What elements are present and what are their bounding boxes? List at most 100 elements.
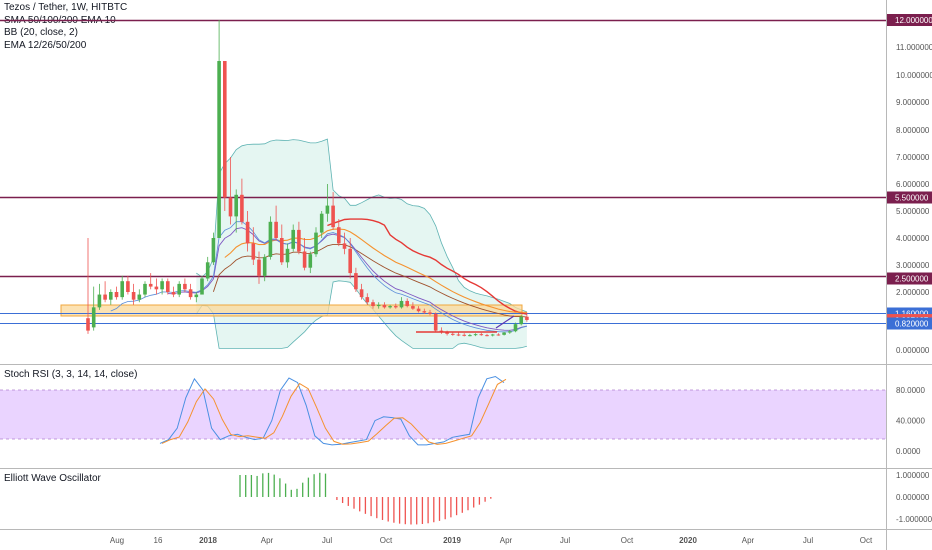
candle-body[interactable]	[200, 278, 204, 295]
candle-body[interactable]	[91, 307, 96, 328]
stoch-rsi-pane[interactable]	[0, 375, 886, 446]
candle-body[interactable]	[325, 205, 330, 214]
candle-body[interactable]	[126, 281, 130, 292]
stoch-rsi-axis[interactable]: 80.0000 40.0000 0.0000	[896, 386, 925, 456]
candle-body[interactable]	[103, 294, 107, 300]
candle-body[interactable]	[456, 334, 461, 336]
candle-body[interactable]	[411, 306, 415, 309]
candle-body[interactable]	[285, 248, 290, 263]
ewo-axis[interactable]: 1.000000 0.000000 -1.000000	[896, 471, 932, 524]
candle-body[interactable]	[348, 248, 352, 274]
candle-body[interactable]	[262, 256, 267, 276]
candle-body[interactable]	[114, 292, 119, 298]
candle-body[interactable]	[451, 333, 455, 335]
candle-body[interactable]	[468, 335, 472, 337]
candle-body[interactable]	[479, 334, 484, 336]
candle-body[interactable]	[508, 331, 512, 333]
candle-body[interactable]	[131, 292, 136, 300]
candle-body[interactable]	[251, 243, 256, 260]
candle-body[interactable]	[217, 61, 221, 238]
candle-body[interactable]	[143, 283, 147, 295]
candle-body[interactable]	[422, 311, 427, 313]
candle-body[interactable]	[473, 334, 478, 336]
price-axis[interactable]: 12.000000 11.000000 10.000000 9.000000 8.000…	[896, 16, 932, 355]
price-marker-label: 5.500000	[895, 194, 929, 203]
candle-body[interactable]	[228, 197, 233, 217]
candle-body[interactable]	[120, 281, 124, 298]
price-pane[interactable]	[0, 19, 886, 349]
candle-body[interactable]	[382, 304, 387, 308]
candle-body[interactable]	[337, 227, 341, 244]
candle-body[interactable]	[194, 294, 199, 298]
candle-body[interactable]	[240, 194, 244, 222]
candle-body[interactable]	[376, 304, 381, 307]
candle-body[interactable]	[280, 238, 284, 263]
candle-body[interactable]	[302, 251, 307, 268]
candle-body[interactable]	[485, 335, 489, 337]
candle-body[interactable]	[394, 306, 398, 308]
candle-body[interactable]	[183, 283, 187, 290]
candle-body[interactable]	[490, 334, 495, 336]
candle-body[interactable]	[268, 221, 273, 257]
candle-body[interactable]	[234, 194, 238, 217]
support-zone[interactable]	[60, 304, 523, 317]
candle-body[interactable]	[137, 294, 142, 300]
price-marker-box	[887, 272, 932, 285]
candle-body[interactable]	[291, 229, 295, 249]
ewo-pane[interactable]	[239, 472, 502, 525]
candlestick-series[interactable]	[86, 20, 529, 337]
stoch-rsi-legend[interactable]: Stoch RSI (3, 3, 14, 14, close)	[4, 369, 137, 382]
candle-body[interactable]	[109, 292, 113, 300]
ewo-axis-label: 0.000000	[896, 493, 930, 502]
candle-body[interactable]	[433, 313, 438, 331]
candle-body[interactable]	[388, 306, 392, 308]
candle-body[interactable]	[359, 289, 364, 298]
candle-body[interactable]	[97, 294, 102, 308]
candle-body[interactable]	[519, 316, 523, 325]
candle-body[interactable]	[445, 332, 449, 334]
candle-body[interactable]	[297, 229, 301, 252]
candle-body[interactable]	[177, 283, 181, 295]
candle-body[interactable]	[274, 221, 278, 238]
bollinger-upper-band	[196, 138, 528, 313]
candle-body[interactable]	[148, 283, 153, 287]
candle-body[interactable]	[160, 281, 164, 290]
symbol-title[interactable]: Tezos / Tether, 1W, HITBTC	[4, 2, 128, 13]
time-axis[interactable]: Aug 16 2018 Apr Jul Oct 2019 Apr Jul Oct 2020 Apr Ju…	[110, 536, 873, 545]
candle-body[interactable]	[371, 302, 375, 307]
candle-body[interactable]	[245, 221, 250, 244]
candle-body[interactable]	[462, 334, 466, 336]
candle-body[interactable]	[416, 308, 421, 312]
candle-body[interactable]	[188, 289, 193, 298]
candle-body[interactable]	[496, 334, 501, 336]
candle-body[interactable]	[154, 286, 159, 290]
candle-body[interactable]	[257, 259, 261, 276]
candle-body[interactable]	[354, 273, 358, 290]
candle-body[interactable]	[513, 324, 518, 332]
candle-body[interactable]	[86, 318, 90, 331]
candle-body[interactable]	[405, 300, 409, 307]
candle-body[interactable]	[428, 312, 432, 314]
candle-body[interactable]	[331, 205, 335, 228]
drawn-trend-line[interactable]	[495, 315, 515, 329]
indicator-bb[interactable]: BB (20, close, 2)	[4, 27, 78, 38]
price-axis-label: 3.000000	[896, 261, 930, 270]
indicator-ema[interactable]: EMA 12/26/50/200	[4, 39, 87, 51]
candle-body[interactable]	[502, 332, 506, 335]
candle-body[interactable]	[525, 316, 529, 320]
ewo-title: Elliott Wave Oscillator	[4, 473, 101, 484]
candle-body[interactable]	[171, 292, 176, 295]
candle-body[interactable]	[223, 61, 227, 198]
candle-body[interactable]	[399, 300, 404, 308]
candle-body[interactable]	[308, 254, 313, 268]
ewo-legend[interactable]: Elliott Wave Oscillator	[4, 473, 101, 486]
time-axis-label: Jul	[803, 536, 813, 545]
candle-body[interactable]	[205, 262, 210, 279]
candle-body[interactable]	[211, 238, 216, 263]
candle-body[interactable]	[319, 213, 324, 233]
candle-body[interactable]	[314, 232, 318, 255]
candle-body[interactable]	[342, 243, 347, 249]
candle-body[interactable]	[365, 297, 370, 303]
candle-body[interactable]	[166, 281, 170, 292]
